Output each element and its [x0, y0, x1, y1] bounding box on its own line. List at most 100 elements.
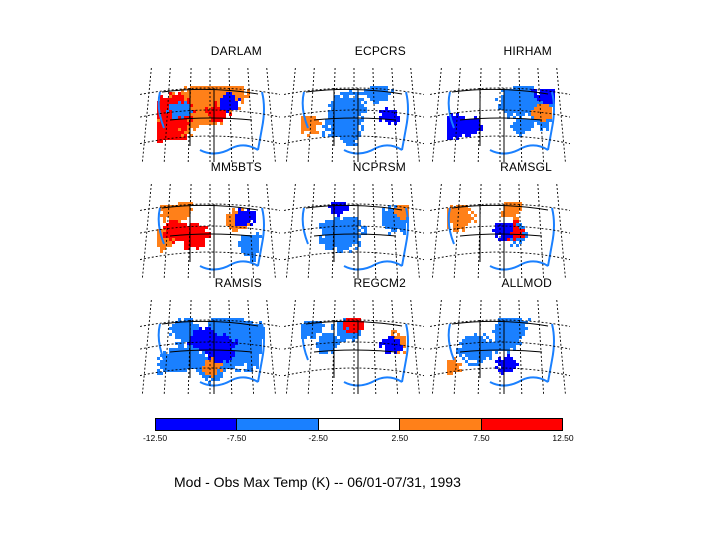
- field-cell: [175, 98, 178, 101]
- field-cell: [352, 235, 355, 238]
- field-cell: [519, 342, 522, 345]
- field-cell: [459, 205, 462, 208]
- field-cell: [229, 226, 232, 229]
- field-cell: [513, 86, 516, 89]
- field-cell: [172, 113, 175, 116]
- field-cell: [223, 345, 226, 348]
- field-cell: [340, 137, 343, 140]
- field-cell: [160, 229, 163, 232]
- field-cell: [172, 208, 175, 211]
- field-cell: [459, 211, 462, 214]
- field-cell: [343, 92, 346, 95]
- field-cell: [244, 339, 247, 342]
- field-cell: [343, 235, 346, 238]
- field-cell: [208, 357, 211, 360]
- field-cell: [202, 113, 205, 116]
- field-cell: [340, 238, 343, 241]
- field-cell: [391, 226, 394, 229]
- field-cell: [495, 232, 498, 235]
- field-cell: [205, 369, 208, 372]
- field-cell: [358, 223, 361, 226]
- field-cell: [211, 336, 214, 339]
- field-cell: [525, 122, 528, 125]
- field-cell: [340, 232, 343, 235]
- field-cell: [331, 339, 334, 342]
- field-cell: [187, 92, 190, 95]
- field-cell: [343, 95, 346, 98]
- field-cell: [462, 128, 465, 131]
- field-cell: [217, 104, 220, 107]
- field-cell: [226, 324, 229, 327]
- field-cell: [181, 351, 184, 354]
- field-cell: [196, 348, 199, 351]
- field-cell: [400, 223, 403, 226]
- latitude-line: [284, 341, 424, 350]
- field-cell: [250, 250, 253, 253]
- field-cell: [178, 351, 181, 354]
- map-panel-ramsis: RAMSIS: [140, 276, 280, 394]
- field-cell: [166, 131, 169, 134]
- field-cell: [346, 134, 349, 137]
- field-cell: [184, 333, 187, 336]
- field-cell: [181, 324, 184, 327]
- field-cell: [534, 119, 537, 122]
- field-cell: [507, 336, 510, 339]
- field-cell: [525, 89, 528, 92]
- field-cell: [340, 250, 343, 253]
- field-cell: [232, 363, 235, 366]
- field-cell: [199, 330, 202, 333]
- field-cell: [223, 101, 226, 104]
- field-cell: [193, 336, 196, 339]
- field-cell: [468, 214, 471, 217]
- field-cell: [157, 357, 160, 360]
- field-cell: [337, 327, 340, 330]
- field-cell: [229, 217, 232, 220]
- field-cell: [513, 92, 516, 95]
- field-cell: [498, 318, 501, 321]
- field-cell: [193, 92, 196, 95]
- field-cell: [382, 116, 385, 119]
- field-cell: [537, 104, 540, 107]
- field-cell: [489, 345, 492, 348]
- field-cell: [172, 330, 175, 333]
- field-cell: [394, 339, 397, 342]
- field-cell: [331, 125, 334, 128]
- field-cell: [492, 342, 495, 345]
- field-cell: [187, 336, 190, 339]
- field-cell: [223, 354, 226, 357]
- field-cell: [211, 101, 214, 104]
- field-cell: [388, 122, 391, 125]
- field-cell: [184, 363, 187, 366]
- latitude-line: [140, 341, 280, 350]
- field-cell: [346, 333, 349, 336]
- field-cell: [331, 333, 334, 336]
- field-cell: [346, 229, 349, 232]
- field-cell: [172, 214, 175, 217]
- field-cell: [510, 330, 513, 333]
- field-cell: [388, 113, 391, 116]
- field-cell: [172, 107, 175, 110]
- field-cell: [340, 122, 343, 125]
- field-cell: [516, 363, 519, 366]
- field-cell: [337, 247, 340, 250]
- field-cell: [190, 202, 193, 205]
- field-cell: [184, 339, 187, 342]
- field-cell: [465, 348, 468, 351]
- field-cell: [522, 327, 525, 330]
- field-cell: [394, 226, 397, 229]
- field-cell: [325, 241, 328, 244]
- field-cell: [253, 250, 256, 253]
- field-cell: [232, 336, 235, 339]
- field-cell: [214, 345, 217, 348]
- field-cell: [205, 333, 208, 336]
- field-cell: [513, 229, 516, 232]
- field-cell: [334, 238, 337, 241]
- field-cell: [310, 119, 313, 122]
- field-cell: [537, 101, 540, 104]
- field-cell: [513, 101, 516, 104]
- field-cell: [328, 235, 331, 238]
- field-cell: [166, 113, 169, 116]
- field-cell: [196, 238, 199, 241]
- field-cell: [166, 369, 169, 372]
- field-cell: [217, 116, 220, 119]
